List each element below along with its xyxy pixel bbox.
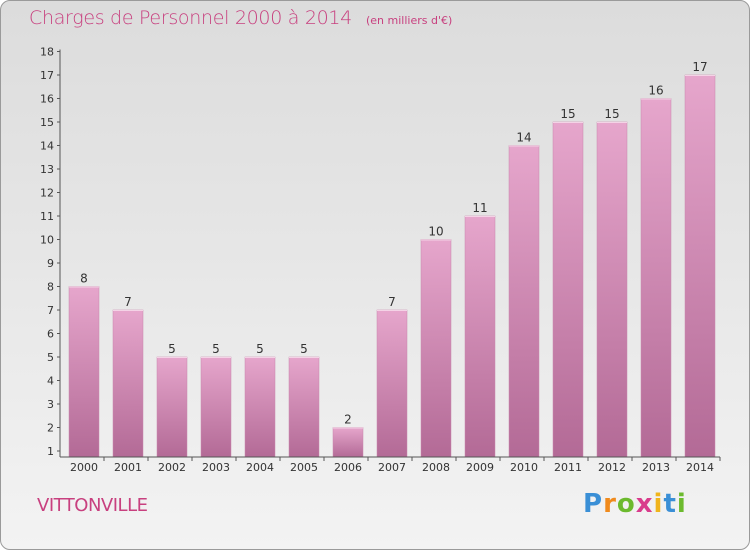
x-tick-label: 2013: [642, 461, 670, 474]
bar-value-label: 15: [604, 107, 619, 121]
logo-letter: P: [583, 489, 604, 519]
x-tick-label: 2009: [466, 461, 494, 474]
y-tick-label: 9: [47, 257, 54, 270]
x-tick-label: 2011: [554, 461, 582, 474]
y-tick-label: 5: [47, 351, 54, 364]
bar: [200, 356, 232, 458]
x-tick-label: 2008: [422, 461, 450, 474]
bar: [112, 309, 144, 458]
chart-unit: (en milliers d'€): [365, 14, 453, 27]
y-tick-label: 14: [40, 140, 54, 153]
y-tick-label: 10: [40, 234, 54, 247]
y-tick-label: 12: [40, 187, 54, 200]
bar: [68, 286, 100, 458]
y-tick-label: 6: [47, 328, 54, 341]
y-tick-label: 16: [40, 93, 54, 106]
chart-title-text: Charges de Personnel 2000 à 2014: [29, 7, 352, 29]
bar-value-label: 8: [80, 272, 88, 286]
x-tick-label: 2000: [70, 461, 98, 474]
y-tick-label: 13: [40, 163, 54, 176]
city-name: VITTONVILLE: [37, 495, 148, 516]
bar: [156, 356, 188, 458]
logo-letter: i: [653, 489, 664, 519]
bar: [508, 145, 540, 458]
bar-value-label: 7: [124, 295, 132, 309]
bar: [244, 356, 276, 458]
bar-value-label: 5: [212, 342, 220, 356]
bar: [684, 74, 716, 458]
y-tick-label: 3: [47, 398, 54, 411]
x-tick-label: 2002: [158, 461, 186, 474]
bar: [596, 121, 628, 458]
x-tick-label: 2012: [598, 461, 626, 474]
y-tick-label: 4: [47, 375, 54, 388]
y-tick-label: 1: [47, 445, 54, 458]
y-tick-label: 15: [40, 116, 54, 129]
x-tick-label: 2006: [334, 461, 362, 474]
bar-value-label: 16: [648, 84, 663, 98]
bar: [552, 121, 584, 458]
x-tick-label: 2005: [290, 461, 318, 474]
logo-letter: x: [635, 489, 654, 519]
logo-letter: t: [663, 489, 677, 519]
bar-value-label: 2: [344, 413, 352, 427]
bar: [332, 427, 364, 458]
y-tick-label: 7: [47, 304, 54, 317]
x-tick-label: 2003: [202, 461, 230, 474]
bar-value-label: 5: [256, 342, 264, 356]
logo-letter: o: [616, 489, 636, 519]
logo-letter: r: [603, 489, 617, 519]
proxiti-logo: Proxiti: [583, 489, 687, 519]
x-tick-label: 2014: [686, 461, 714, 474]
bar: [288, 356, 320, 458]
bar: [420, 239, 452, 458]
bar-value-label: 10: [428, 225, 443, 239]
bar-value-label: 15: [560, 107, 575, 121]
bar: [376, 309, 408, 458]
bar: [640, 98, 672, 458]
y-tick-label: 2: [47, 422, 54, 435]
bar-value-label: 7: [388, 295, 396, 309]
bar: [464, 215, 496, 458]
chart-title: Charges de Personnel 2000 à 2014 (en mill…: [29, 7, 452, 29]
x-tick-label: 2004: [246, 461, 274, 474]
logo-letter: i: [676, 489, 687, 519]
x-tick-label: 2001: [114, 461, 142, 474]
bar-value-label: 5: [300, 342, 308, 356]
y-tick-label: 18: [40, 46, 54, 59]
y-tick-label: 17: [40, 69, 54, 82]
y-tick-label: 11: [40, 210, 54, 223]
bar-value-label: 5: [168, 342, 176, 356]
bar-value-label: 17: [692, 60, 707, 74]
bar-value-label: 14: [516, 131, 531, 145]
x-tick-label: 2010: [510, 461, 538, 474]
x-tick-label: 2007: [378, 461, 406, 474]
y-tick-label: 8: [47, 281, 54, 294]
bar-value-label: 11: [472, 201, 487, 215]
